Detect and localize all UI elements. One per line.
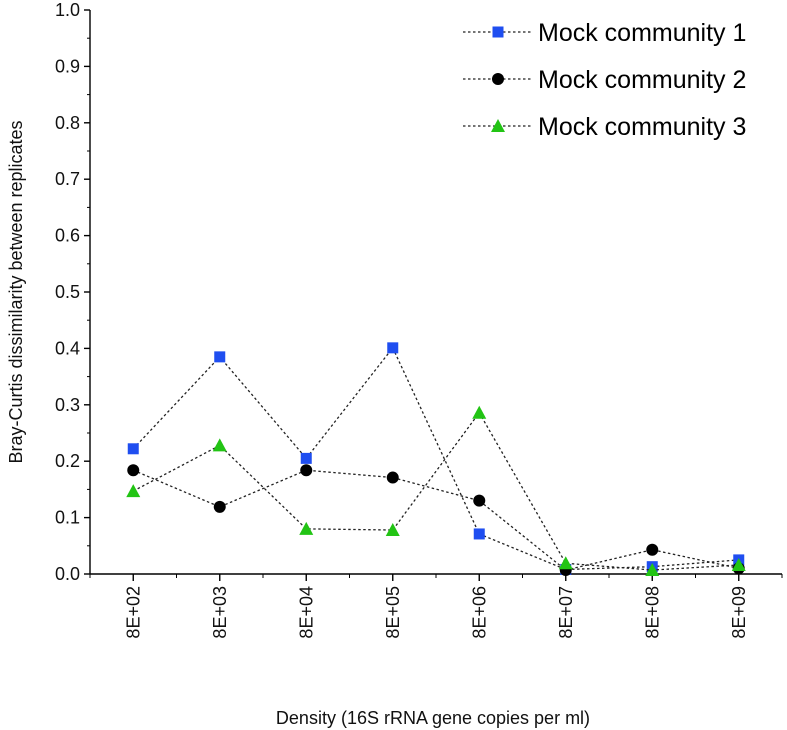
x-axis-label: Density (16S rRNA gene copies per ml) — [276, 708, 590, 728]
data-point-circle — [127, 464, 140, 477]
series-2 — [127, 464, 745, 577]
y-axis-label: Bray-Curtis dissimilarity between replic… — [6, 120, 26, 463]
legend: Mock community 1 Mock community 2 Mock com… — [463, 19, 746, 141]
data-point-triangle — [385, 523, 400, 537]
data-point-square — [127, 443, 139, 455]
legend-item: Mock community 2 — [463, 66, 746, 94]
y-tick-label: 1.0 — [55, 0, 80, 20]
x-tick-label: 8E+02 — [123, 586, 143, 639]
data-point-square — [473, 528, 485, 540]
y-tick-label: 0.6 — [55, 226, 80, 246]
series-1 — [127, 342, 745, 575]
data-point-triangle — [472, 405, 487, 419]
legend-marker-circle — [492, 73, 504, 85]
x-tick-label: 8E+06 — [469, 586, 489, 639]
data-point-square — [387, 342, 399, 354]
y-axis-ticks: 0.0 0.1 0.2 0.3 0.4 0.5 0.6 0.7 0.8 0.9 1.0 — [55, 0, 90, 584]
legend-item: Mock community 3 — [463, 113, 746, 141]
series-line — [132, 346, 739, 571]
y-tick-label: 0.3 — [55, 395, 80, 415]
series-3 — [126, 405, 746, 577]
x-axis-ticks: 8E+02 8E+03 8E+04 8E+05 8E+06 8E+07 8E+08 8E+09 — [89, 574, 783, 639]
legend-label: Mock community 2 — [538, 66, 746, 94]
y-tick-label: 0.4 — [55, 338, 80, 358]
legend-marker-square — [492, 26, 504, 38]
data-point-square — [214, 351, 226, 363]
data-point-triangle — [126, 484, 141, 498]
data-point-circle — [213, 500, 226, 513]
data-point-circle — [300, 464, 313, 477]
legend-label: Mock community 3 — [538, 113, 746, 141]
y-tick-label: 0.2 — [55, 451, 80, 471]
data-point-triangle — [299, 521, 314, 535]
axes — [89, 10, 782, 575]
legend-item: Mock community 1 — [463, 19, 746, 47]
x-tick-label: 8E+03 — [210, 586, 230, 639]
series-layer — [126, 342, 746, 577]
y-tick-label: 0.5 — [55, 282, 80, 302]
x-tick-label: 8E+08 — [642, 586, 662, 639]
legend-marker-triangle — [491, 119, 505, 132]
data-point-square — [300, 452, 312, 464]
x-tick-label: 8E+09 — [729, 586, 749, 639]
series-line — [132, 411, 739, 571]
data-point-circle — [386, 471, 399, 484]
y-tick-label: 0.9 — [55, 56, 80, 76]
y-tick-label: 0.0 — [55, 564, 80, 584]
data-point-circle — [646, 543, 659, 556]
data-point-triangle — [731, 557, 746, 571]
legend-label: Mock community 1 — [538, 19, 746, 47]
data-point-triangle — [212, 438, 227, 452]
y-tick-label: 0.1 — [55, 508, 80, 528]
data-point-triangle — [558, 556, 573, 570]
x-tick-label: 8E+04 — [296, 586, 316, 639]
y-tick-label: 0.8 — [55, 113, 80, 133]
series-line — [132, 469, 739, 571]
x-tick-label: 8E+05 — [383, 586, 403, 639]
x-tick-label: 8E+07 — [556, 586, 576, 639]
data-point-circle — [473, 494, 486, 507]
data-point-triangle — [645, 563, 660, 577]
y-tick-label: 0.7 — [55, 169, 80, 189]
